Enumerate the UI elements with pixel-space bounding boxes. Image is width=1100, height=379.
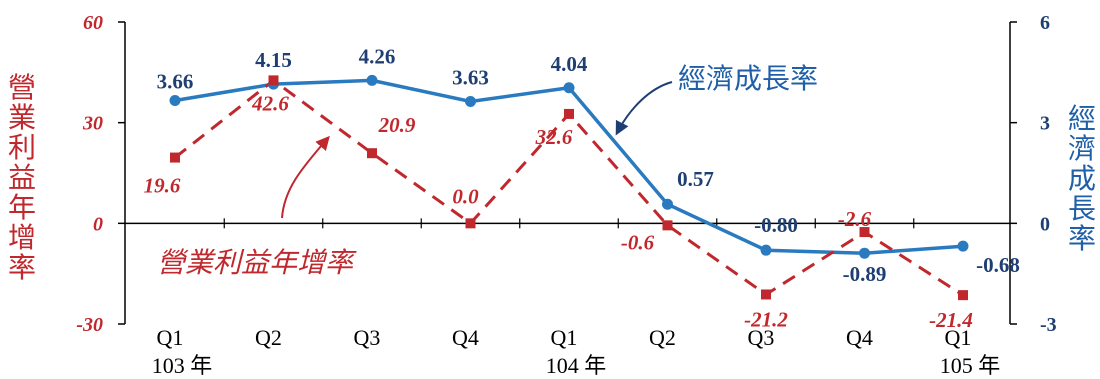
axis-title-char: 增 <box>8 221 36 254</box>
axis-title-char: 成 <box>1068 162 1096 195</box>
op-profit-data-label: -21.4 <box>929 308 973 332</box>
category-label: Q1 <box>551 325 578 350</box>
left-axis-title: 營業利益年增率 <box>8 71 36 284</box>
category-label: Q4 <box>846 325 873 350</box>
left-tick-label: 0 <box>93 213 103 235</box>
gdp-data-label: 4.26 <box>359 44 396 68</box>
gdp-point <box>465 96 476 108</box>
op-profit-point <box>367 148 377 159</box>
op-profit-point <box>170 152 180 163</box>
gdp-point <box>662 198 673 210</box>
gdp-data-label: -0.80 <box>754 213 798 237</box>
gdp-point <box>859 247 870 259</box>
gdp-data-label: 3.63 <box>452 66 489 90</box>
op-profit-data-label: 32.6 <box>535 125 573 149</box>
op-profit-point <box>268 75 279 86</box>
category-label: Q2 <box>649 325 676 350</box>
axis-title-char: 率 <box>1068 222 1096 255</box>
gdp-data-label: -0.89 <box>843 262 887 286</box>
op-profit-data-label: 42.6 <box>251 91 289 115</box>
annotation-gdp-arrow <box>615 81 673 136</box>
gdp-point <box>563 82 575 94</box>
op-profit-point <box>958 290 968 301</box>
axis-title-char: 年 <box>8 191 36 224</box>
left-tick-label: -30 <box>76 314 103 336</box>
annotation-op-profit-label: 營業利益年增率 <box>157 246 357 279</box>
op-profit-point <box>662 220 673 231</box>
axis-title-char: 業 <box>8 101 36 134</box>
category-label: Q3 <box>748 325 775 350</box>
right-axis-title: 經濟成長率 <box>1068 102 1096 255</box>
annotation-op-profit-arrow <box>281 135 330 219</box>
category-label: Q4 <box>452 325 479 350</box>
series-markers <box>169 74 969 301</box>
right-tick-label: 0 <box>1040 213 1050 235</box>
year-label: 103 年 <box>152 353 213 378</box>
year-label: 105 年 <box>940 353 1001 378</box>
category-label: Q1 <box>945 325 972 350</box>
left-tick-label: 30 <box>82 113 103 135</box>
gdp-point <box>366 74 378 86</box>
op-profit-point <box>564 108 574 119</box>
op-profit-data-label: 20.9 <box>378 113 416 137</box>
axis-title-char: 營 <box>8 71 36 104</box>
data-labels: 3.66 4.15 4.26 3.63 4.04 0.57 -0.80 -0.89 -0.68 1… <box>144 44 1020 332</box>
category-label: Q2 <box>255 325 282 350</box>
axis-title-char: 長 <box>1068 192 1096 225</box>
category-label: Q1 <box>157 325 184 350</box>
gdp-point <box>169 95 181 107</box>
gdp-data-label: 4.04 <box>551 52 588 76</box>
axis-title-char: 經 <box>1068 102 1096 135</box>
op-profit-data-label: -21.2 <box>744 307 788 331</box>
right-tick-label: 3 <box>1040 113 1050 135</box>
annotation-op-profit: 營業利益年增率 <box>157 135 357 279</box>
axis-title-char: 利 <box>8 131 36 164</box>
gdp-data-label: 4.15 <box>255 48 292 72</box>
op-profit-point <box>465 218 476 229</box>
axis-title-char: 濟 <box>1068 132 1096 165</box>
category-label: Q3 <box>354 325 381 350</box>
op-profit-data-label: 19.6 <box>144 174 181 198</box>
axis-title-char: 益 <box>8 161 36 194</box>
left-tick-label: 60 <box>83 12 103 34</box>
right-tick-label: -3 <box>1040 314 1057 336</box>
annotation-gdp: 經濟成長率 <box>615 62 818 136</box>
op-profit-data-label: -0.6 <box>621 230 655 254</box>
gdp-point <box>957 240 969 252</box>
gdp-data-label: 3.66 <box>157 70 194 94</box>
gdp-point <box>760 244 772 256</box>
axis-title-char: 率 <box>8 251 36 284</box>
op-profit-point <box>761 289 771 300</box>
annotation-gdp-label: 經濟成長率 <box>678 62 818 95</box>
right-tick-label: 6 <box>1040 12 1050 34</box>
op-profit-data-label: 0.0 <box>452 184 479 208</box>
op-profit-data-label: -2.6 <box>838 207 872 231</box>
gdp-data-label: -0.68 <box>976 253 1020 277</box>
year-label: 104 年 <box>546 353 607 378</box>
gdp-data-label: 0.57 <box>677 167 714 191</box>
op-profit-point <box>859 227 870 238</box>
